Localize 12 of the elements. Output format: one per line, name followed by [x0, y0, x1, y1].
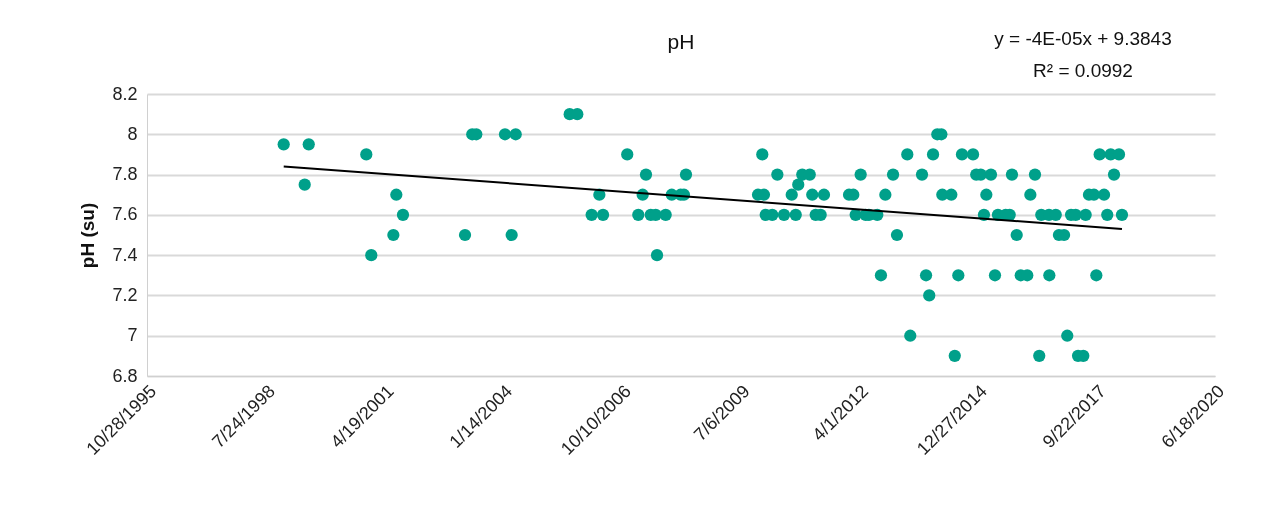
y-tick-label: 8.2 — [112, 83, 138, 104]
text: R² = 0.0992 — [1033, 60, 1133, 81]
y-tick-label: 6.8 — [112, 365, 138, 386]
text: y = -4E-05x + 9.3843 — [994, 28, 1172, 49]
y-tick-label: 7.8 — [112, 164, 138, 185]
chart-title: pH — [667, 30, 695, 53]
y-tick-label: 7.4 — [112, 244, 138, 265]
y-tick-label: 7 — [127, 325, 138, 346]
y-tick-label: 8 — [127, 123, 138, 144]
y-tick-label: 7.2 — [112, 284, 138, 305]
y-axis-title: pH (su) — [77, 202, 99, 269]
y-tick-label: 7.6 — [112, 204, 138, 225]
